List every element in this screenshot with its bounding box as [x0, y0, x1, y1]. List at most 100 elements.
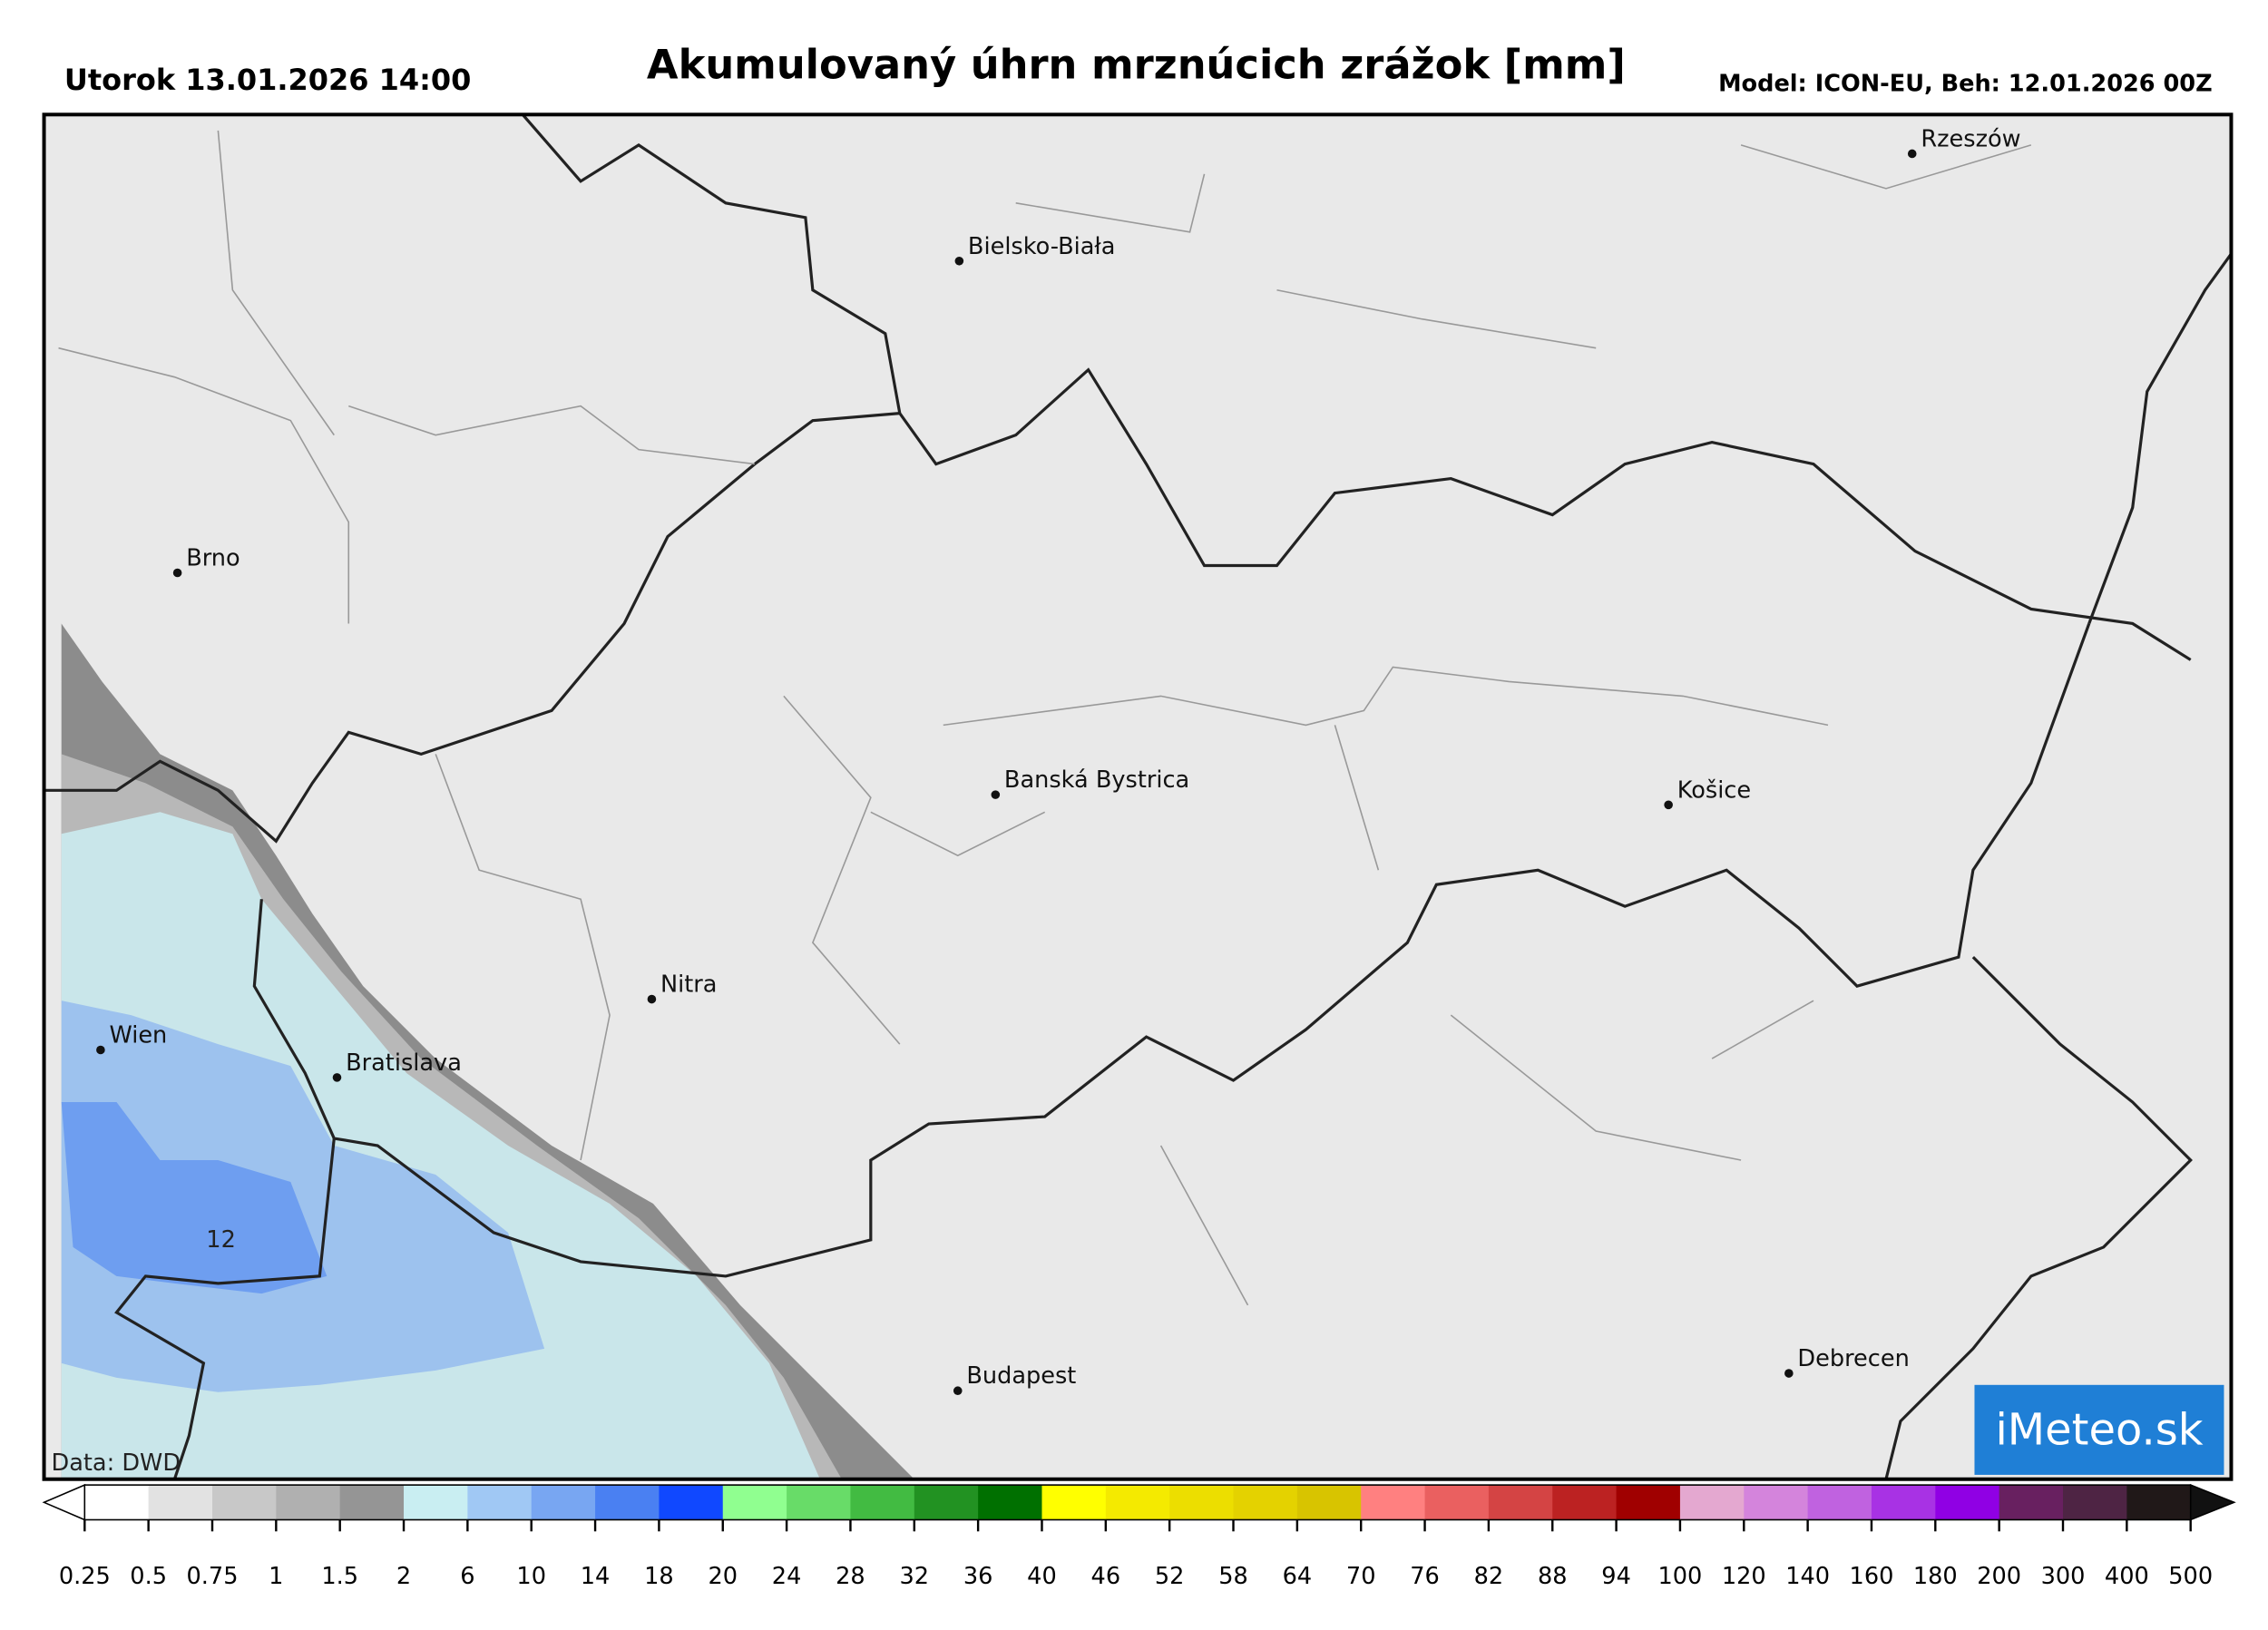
logo: iMeteo.sk	[1995, 1404, 2203, 1455]
colorbar-tick-label: 180	[1913, 1563, 1958, 1590]
colorbar-tick-label: 46	[1091, 1563, 1121, 1590]
colorbar-tick-label: 82	[1474, 1563, 1504, 1590]
colorbar-tick-label: 76	[1410, 1563, 1440, 1590]
model-info: Model: ICON-EU, Beh: 12.01.2026 00Z	[1718, 71, 2213, 98]
colorbar-tick-label: 0.5	[130, 1563, 167, 1590]
city-label: Banská Bystrica	[1004, 766, 1189, 794]
colorbar-tick-label: 100	[1658, 1563, 1703, 1590]
contour-label: 12	[206, 1226, 236, 1254]
colorbar-tick-label: 140	[1785, 1563, 1830, 1590]
city-dot	[1907, 149, 1917, 159]
colorbar-swatch	[1552, 1485, 1618, 1520]
city-dot	[953, 1386, 963, 1396]
colorbar-tick-label: 20	[708, 1563, 738, 1590]
city-label: Rzeszów	[1921, 125, 2020, 152]
colorbar-tick-label: 0.25	[59, 1563, 111, 1590]
colorbar-tick-label: 88	[1538, 1563, 1568, 1590]
colorbar-tick-label: 0.75	[187, 1563, 239, 1590]
colorbar-swatch	[1871, 1485, 1937, 1520]
city-dot	[647, 994, 657, 1004]
colorbar-swatch	[722, 1485, 787, 1520]
colorbar-swatch	[84, 1485, 150, 1520]
colorbar-tick-label: 500	[2168, 1563, 2213, 1590]
border	[252, 622, 2091, 1278]
colorbar-tick-label: 64	[1283, 1563, 1313, 1590]
city-label: Bielsko-Biała	[968, 233, 1115, 260]
colorbar-tick-label: 32	[900, 1563, 930, 1590]
colorbar-tick-label: 160	[1850, 1563, 1894, 1590]
colorbar-swatch	[978, 1485, 1043, 1520]
colorbar-swatch	[787, 1485, 852, 1520]
colorbar-tick-label: 70	[1346, 1563, 1376, 1590]
colorbar-frame	[83, 1484, 2192, 1521]
colorbar-tick-label: 300	[2041, 1563, 2086, 1590]
colorbar-swatch	[1361, 1485, 1426, 1520]
data-source: Data: DWD	[52, 1449, 181, 1477]
colorbar-tick-label: 28	[836, 1563, 865, 1590]
colorbar-tick-label: 94	[1601, 1563, 1631, 1590]
colorbar-tick-label: 40	[1027, 1563, 1057, 1590]
colorbar-swatch	[850, 1485, 915, 1520]
city-label: Budapest	[966, 1362, 1076, 1390]
colorbar-swatch	[1999, 1485, 2064, 1520]
region-border	[58, 130, 2032, 1306]
colorbar-swatch	[1105, 1485, 1170, 1520]
precip-blue	[61, 1102, 327, 1294]
colorbar-swatch	[531, 1485, 596, 1520]
colorbar-tick-label: 1	[269, 1563, 283, 1590]
city-label: Debrecen	[1797, 1345, 1909, 1372]
colorbar-tick-label: 200	[1977, 1563, 2021, 1590]
city-dot	[172, 568, 182, 578]
city-dot	[1784, 1369, 1794, 1378]
colorbar-swatch	[1296, 1485, 1363, 1520]
colorbar-swatch	[211, 1485, 278, 1520]
colorbar-tick-label: 24	[772, 1563, 802, 1590]
map: Rzeszów Bielsko-Biała Brno Banská Bystrica K…	[42, 112, 2234, 1481]
colorbar-swatch	[404, 1485, 469, 1520]
colorbar-swatch	[1488, 1485, 1554, 1520]
colorbar-tick-label: 1.5	[321, 1563, 358, 1590]
valid-time: Utorok 13.01.2026 14:00	[64, 63, 471, 97]
colorbar-swatch	[2063, 1485, 2128, 1520]
colorbar-tick-label: 52	[1155, 1563, 1185, 1590]
cities: Rzeszów Bielsko-Biała Brno Banská Bystrica K…	[96, 125, 2021, 1396]
colorbar-swatch	[339, 1485, 405, 1520]
border	[521, 113, 2192, 661]
city-dot	[991, 790, 1001, 799]
map-title: Akumulovaný úhrn mrznúcich zrážok [mm]	[647, 40, 1626, 88]
colorbar-swatch	[1233, 1485, 1298, 1520]
colorbar-tick-label: 18	[644, 1563, 674, 1590]
colorbar-swatch	[2126, 1485, 2192, 1520]
city-label: Bratislava	[346, 1049, 462, 1077]
colorbar-swatch	[1616, 1485, 1681, 1520]
colorbar-swatch	[1744, 1485, 1809, 1520]
colorbar-tick-label: 36	[963, 1563, 993, 1590]
border	[114, 1137, 336, 1480]
city-dot	[96, 1045, 105, 1055]
city-label: Wien	[109, 1022, 167, 1049]
city-dot	[1664, 800, 1673, 810]
colorbar-over	[2189, 1483, 2236, 1521]
colorbar-swatch	[276, 1485, 341, 1520]
colorbar-tick-label: 14	[581, 1563, 611, 1590]
colorbar-under	[42, 1483, 86, 1521]
colorbar-swatch	[148, 1485, 213, 1520]
precip-light-blue	[61, 1000, 545, 1392]
city-label: Brno	[186, 545, 240, 572]
map-frame	[42, 112, 2234, 1481]
colorbar-tick-label: 120	[1722, 1563, 1766, 1590]
city-label: Košice	[1677, 776, 1751, 804]
city-dot	[332, 1073, 342, 1082]
colorbar-swatch	[1041, 1485, 1107, 1520]
border	[1884, 956, 2193, 1480]
colorbar-swatch	[1935, 1485, 2000, 1520]
city-dot	[954, 256, 964, 266]
colorbar-swatch	[659, 1485, 724, 1520]
colorbar-tick-label: 58	[1218, 1563, 1248, 1590]
colorbar-swatch	[1807, 1485, 1872, 1520]
colorbar-swatch	[467, 1485, 533, 1520]
border	[2087, 252, 2233, 625]
city-label: Nitra	[660, 971, 717, 999]
colorbar-tick-label: 2	[396, 1563, 411, 1590]
colorbar-swatch	[1679, 1485, 1745, 1520]
